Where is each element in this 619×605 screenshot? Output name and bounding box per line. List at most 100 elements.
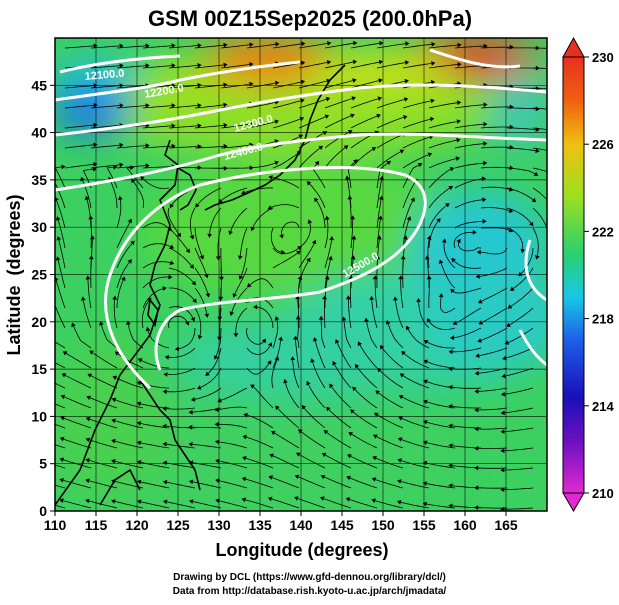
streamline-arrow <box>223 42 228 48</box>
streamline <box>113 299 118 329</box>
streamline <box>63 459 92 469</box>
streamline <box>324 131 350 149</box>
streamline-arrow <box>223 122 228 128</box>
streamline <box>252 207 274 228</box>
streamline-arrow <box>261 338 267 344</box>
streamline <box>532 107 547 110</box>
streamline-arrow <box>529 221 534 227</box>
streamline <box>200 367 222 388</box>
streamline <box>356 366 378 389</box>
streamline <box>453 327 482 339</box>
x-axis-ticks: 110 115 120 125 130 135 140 145 150 155 160 165 <box>44 511 518 533</box>
streamline-arrow <box>296 250 301 255</box>
streamline-arrow <box>451 257 456 263</box>
streamline-arrow <box>55 196 59 202</box>
streamline-arrow <box>300 60 306 66</box>
streamline-arrow <box>474 407 479 413</box>
streamline <box>454 221 483 229</box>
streamline-arrow <box>274 80 280 86</box>
streamline <box>56 200 66 229</box>
streamline-arrow <box>335 339 340 344</box>
streamline-arrow <box>119 103 124 108</box>
streamline-arrow <box>423 359 428 364</box>
streamline-arrow <box>174 346 180 352</box>
streamline <box>478 447 508 449</box>
streamline-arrow <box>111 499 116 504</box>
streamline <box>89 500 118 509</box>
streamline <box>55 341 66 349</box>
streamline <box>426 421 456 429</box>
y-tick-label: 20 <box>31 314 47 330</box>
streamline-arrow <box>268 475 273 480</box>
streamline <box>89 418 118 429</box>
streamline <box>299 454 326 469</box>
streamline <box>194 227 203 256</box>
streamline <box>428 158 457 169</box>
coast-borneo <box>99 468 141 506</box>
streamline <box>246 436 274 449</box>
streamline-arrow <box>62 351 68 356</box>
streamline <box>109 180 118 209</box>
streamline-arrow <box>162 406 167 412</box>
streamline-arrow <box>474 485 479 491</box>
streamline-arrow <box>217 398 222 403</box>
chart-svg: GSM 00Z15Sep2025 (200.0hPa) <box>4 6 614 560</box>
streamline <box>55 484 66 489</box>
streamline-arrow <box>321 452 327 458</box>
streamline <box>478 387 508 392</box>
streamline-arrow <box>242 434 247 440</box>
streamline-arrow <box>422 501 427 507</box>
streamline <box>92 352 118 369</box>
streamline <box>272 247 299 255</box>
streamline <box>231 287 248 313</box>
streamline-arrow <box>162 441 167 447</box>
streamline <box>140 481 170 489</box>
streamline-arrow <box>33 498 38 503</box>
streamline-arrow <box>215 458 220 464</box>
x-tick-label: 165 <box>494 517 518 533</box>
streamline-arrow <box>164 354 170 360</box>
streamline-arrow <box>397 458 402 463</box>
streamline-arrow <box>207 233 212 238</box>
streamline-arrow <box>214 421 219 427</box>
streamline-arrow <box>204 273 209 279</box>
streamline <box>272 252 298 269</box>
streamline <box>272 100 301 109</box>
chart-title: GSM 00Z15Sep2025 (200.0hPa) <box>148 6 472 31</box>
streamline <box>371 299 378 329</box>
streamline-arrow <box>345 497 351 502</box>
streamline <box>168 247 192 266</box>
streamline-arrow <box>504 340 510 345</box>
streamline-arrow <box>197 63 202 68</box>
streamline-arrow <box>121 276 126 282</box>
streamline <box>512 267 534 289</box>
streamline-arrow <box>405 41 410 47</box>
streamline-arrow <box>189 264 194 269</box>
streamline-arrow <box>126 320 131 325</box>
streamline <box>480 106 510 109</box>
streamline-arrow <box>90 235 95 240</box>
streamline-arrow <box>347 454 352 459</box>
streamline <box>402 63 432 69</box>
streamline-arrow <box>385 320 391 325</box>
streamline <box>376 162 388 189</box>
streamline <box>324 98 353 109</box>
streamline-arrow <box>171 43 176 49</box>
streamline-arrow <box>197 82 202 88</box>
colorbar-tick-label: 214 <box>592 399 614 414</box>
streamline-arrow <box>85 458 90 463</box>
streamline <box>142 166 172 169</box>
streamline-arrow <box>398 395 404 400</box>
streamline <box>478 427 508 430</box>
streamline <box>426 401 456 409</box>
streamline-arrow <box>520 248 526 254</box>
streamline <box>452 347 482 353</box>
streamline-arrow <box>326 60 332 65</box>
streamline-arrow <box>371 477 377 482</box>
streamline <box>428 279 430 309</box>
streamline-arrow <box>427 152 433 157</box>
streamline <box>245 499 274 509</box>
streamline-arrow <box>267 496 273 502</box>
streamline <box>58 239 66 269</box>
streamline-arrow <box>92 166 97 172</box>
